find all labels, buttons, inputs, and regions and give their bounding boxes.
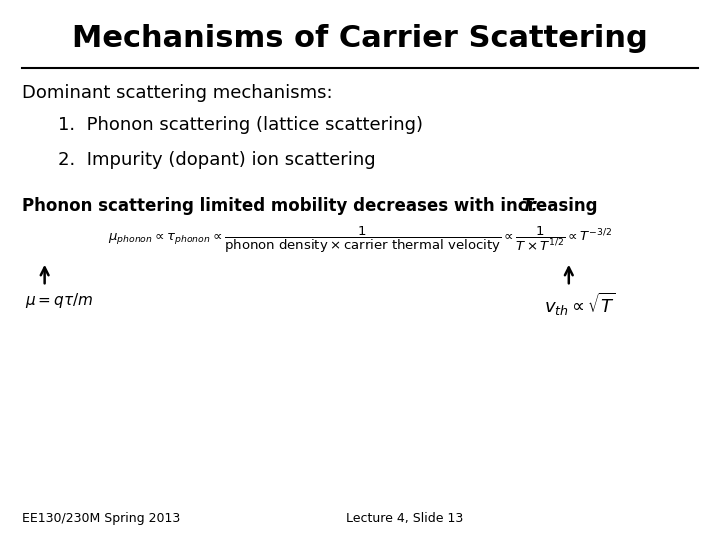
Text: Dominant scattering mechanisms:: Dominant scattering mechanisms: [22,84,332,102]
Text: 1.  Phonon scattering (lattice scattering): 1. Phonon scattering (lattice scattering… [58,116,423,134]
Text: T:: T: [521,197,539,215]
Text: $\mu_{phonon} \propto \tau_{phonon} \propto \dfrac{1}{\mathrm{phonon\ density} \: $\mu_{phonon} \propto \tau_{phonon} \pro… [108,225,612,255]
Text: Lecture 4, Slide 13: Lecture 4, Slide 13 [346,512,463,525]
Text: 2.  Impurity (dopant) ion scattering: 2. Impurity (dopant) ion scattering [58,151,375,169]
Text: Phonon scattering limited mobility decreases with increasing: Phonon scattering limited mobility decre… [22,197,603,215]
Text: Mechanisms of Carrier Scattering: Mechanisms of Carrier Scattering [72,24,648,53]
Text: EE130/230M Spring 2013: EE130/230M Spring 2013 [22,512,180,525]
Text: $v_{th} \propto \sqrt{T}$: $v_{th} \propto \sqrt{T}$ [544,291,616,318]
Text: $\mu = q\tau / m$: $\mu = q\tau / m$ [25,291,94,309]
